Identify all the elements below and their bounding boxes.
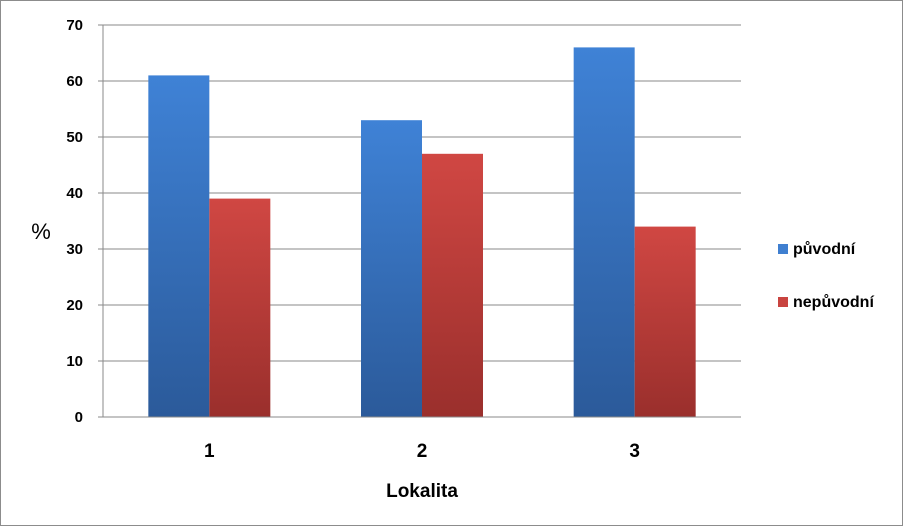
bar-puvodni-3 <box>573 47 635 418</box>
bar-nepuvodni-1 <box>209 198 271 417</box>
x-axis-ticks: 1 2 3 <box>204 441 640 462</box>
bar-nepuvodni-3 <box>634 226 696 417</box>
legend-label: původní <box>793 241 856 258</box>
x-tick-label: 2 <box>417 441 428 462</box>
y-tick-label: 20 <box>66 297 83 314</box>
y-tick-label: 30 <box>66 241 83 258</box>
y-tick-label: 70 <box>66 17 83 34</box>
y-tick-label: 50 <box>66 129 83 146</box>
legend: původní nepůvodní <box>778 241 874 311</box>
bar-nepuvodni-2 <box>422 153 483 418</box>
legend-swatch <box>778 244 788 254</box>
bar-puvodni-1 <box>148 75 210 418</box>
bar-puvodni-2 <box>361 120 422 417</box>
x-tick-label: 1 <box>204 441 215 462</box>
x-tick-label: 3 <box>629 441 640 462</box>
y-tick-label: 60 <box>66 73 83 90</box>
y-axis-title: % <box>31 219 51 244</box>
legend-label: nepůvodní <box>793 294 874 311</box>
x-axis-title: Lokalita <box>386 481 458 502</box>
y-tick-label: 40 <box>66 185 83 202</box>
legend-swatch <box>778 297 788 307</box>
y-axis-ticks: 0 10 20 30 40 50 60 70 <box>66 17 103 426</box>
bars <box>148 47 696 418</box>
y-tick-label: 10 <box>66 353 83 370</box>
y-tick-label: 0 <box>75 409 83 426</box>
